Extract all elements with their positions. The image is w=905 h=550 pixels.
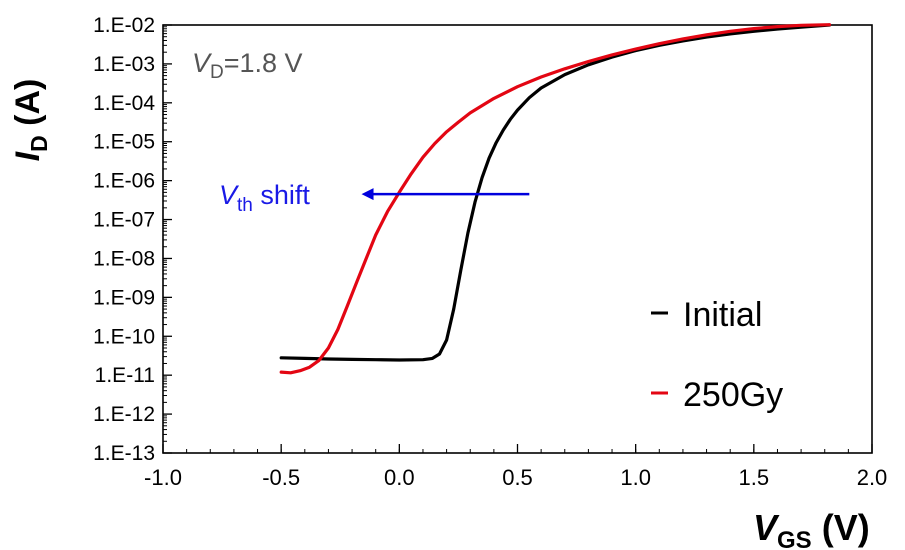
x-axis-label: VGS (V) — [753, 507, 870, 550]
y-tick-label: 1.E-10 — [93, 325, 155, 348]
legend-label-initial: Initial — [683, 296, 762, 334]
vd-annotation: VD=1.8 V — [192, 48, 303, 83]
y-tick-label: 1.E-04 — [93, 92, 155, 115]
vd-annotation-rest: =1.8 V — [224, 48, 303, 78]
y-tick-label: 1.E-03 — [93, 53, 155, 76]
y-tick-label: 1.E-13 — [93, 442, 155, 465]
x-axis-label-main: V — [753, 507, 780, 548]
y-tick-label: 1.E-07 — [93, 209, 155, 232]
vth-annotation-rest: shift — [253, 180, 311, 210]
y-axis-label-unit: (A) — [9, 79, 47, 136]
arrow-head — [361, 188, 374, 201]
x-axis-ticks: -1.0 -0.5 0.0 0.5 1.0 1.5 2.0 — [144, 444, 887, 490]
x-axis-label-unit: (V) — [812, 507, 870, 548]
y-tick-label: 1.E-06 — [93, 170, 155, 193]
series-line-initial — [279, 23, 832, 362]
legend-label-250gy: 250Gy — [683, 376, 783, 414]
x-tick-label: 1.0 — [620, 465, 651, 490]
x-tick-label: 1.5 — [739, 465, 770, 490]
x-tick-label: -1.0 — [144, 465, 182, 490]
y-tick-label: 1.E-05 — [93, 131, 155, 154]
x-tick-label: 0.5 — [502, 465, 533, 490]
vth-shift-annotation: Vth shift — [219, 180, 310, 216]
series-layer — [279, 23, 832, 375]
legend: Initial 250Gy — [651, 296, 783, 414]
vd-annotation-main: V — [192, 48, 213, 78]
y-axis-label: ID (A) — [9, 79, 52, 162]
y-tick-label: 1.E-11 — [95, 364, 155, 387]
y-tick-label: 1.E-09 — [93, 286, 155, 309]
vth-annotation-main: V — [219, 180, 240, 210]
vd-annotation-sub: D — [210, 62, 224, 83]
x-tick-label: -0.5 — [262, 465, 300, 490]
y-axis-label-sub: D — [26, 135, 52, 152]
y-tick-label: 1.E-12 — [93, 403, 155, 426]
y-tick-label: 1.E-02 — [93, 14, 155, 37]
x-axis-label-sub: GS — [777, 527, 812, 550]
x-tick-label: 2.0 — [857, 465, 888, 490]
x-tick-label: 0.0 — [384, 465, 415, 490]
y-axis-ticks: 1.E-02 1.E-03 1.E-04 1.E-05 1.E-06 1.E-07 1.E-… — [93, 14, 172, 465]
series-line-250gy — [279, 23, 832, 375]
vth-annotation-sub: th — [237, 195, 253, 216]
y-axis-label-main: I — [9, 150, 47, 161]
vth-shift-arrow — [361, 188, 530, 201]
y-tick-label: 1.E-08 — [93, 247, 155, 270]
